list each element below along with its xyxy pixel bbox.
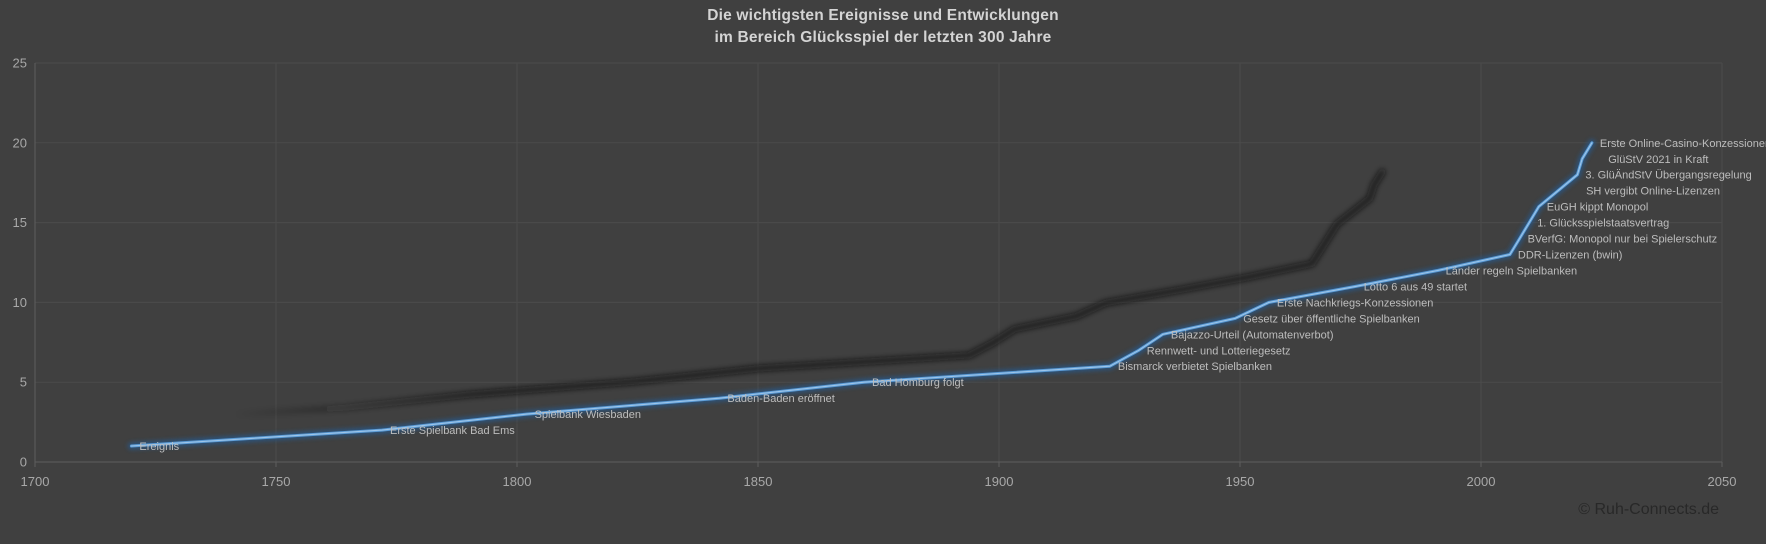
chart-title: Die wichtigsten Ereignisse und Entwicklu… [0,5,1766,49]
x-tick-label: 1750 [262,474,291,489]
y-tick-label: 10 [13,295,27,310]
event-label: Baden-Baden eröffnet [727,393,834,405]
y-tick-label: 5 [20,375,27,390]
x-tick-label: 1950 [1226,474,1255,489]
x-tick-label: 2000 [1467,474,1496,489]
event-label: Länder regeln Spielbanken [1446,266,1578,278]
event-line [127,139,1596,450]
chart-title-line2: im Bereich Glücksspiel der letzten 300 J… [714,29,1052,46]
event-label: Gesetz über öffentliche Spielbanken [1243,313,1420,325]
event-label: Lotto 6 aus 49 startet [1364,281,1467,293]
x-tick-label: 1700 [21,474,50,489]
event-labels: Ereignis Erste Spielbank Bad Ems Spielbank… [139,138,1766,453]
event-label: Ereignis [139,441,179,453]
y-tick-label: 0 [20,455,27,470]
y-tick-label: 15 [13,215,27,230]
event-label: Erste Spielbank Bad Ems [390,425,515,437]
axis-tick-labels: 0 5 10 15 20 25 1700 1750 1800 1850 1900 1950 2000 20… [13,56,1737,490]
copyright: © Ruh-Connects.de [1578,501,1719,518]
event-label: 3. GlüÄndStV Übergangsregelung [1585,170,1751,182]
event-label: Rennwett- und Lotteriegesetz [1147,345,1291,357]
line-shadow [127,169,1386,424]
event-label: 1. Glücksspielstaatsvertrag [1537,218,1669,230]
event-line-highlight [130,142,1593,447]
event-label: GlüStV 2021 in Kraft [1608,154,1708,166]
y-tick-label: 25 [13,56,27,71]
event-label: Bismarck verbietet Spielbanken [1118,361,1272,373]
event-label: Bajazzo-Urteil (Automatenverbot) [1171,329,1334,341]
event-label: Erste Nachkriegs-Konzessionen [1277,297,1434,309]
event-label: BVerfG: Monopol nur bei Spielerschutz [1528,234,1718,246]
x-tick-label: 2050 [1708,474,1737,489]
axes [34,63,1723,467]
x-tick-label: 1900 [985,474,1014,489]
event-label: Bad Homburg folgt [872,377,964,389]
event-label: DDR-Lizenzen (bwin) [1518,250,1623,262]
event-line-shadow [127,169,1386,424]
event-label: Spielbank Wiesbaden [535,409,641,421]
chart-title-line1: Die wichtigsten Ereignisse und Entwicklu… [707,7,1059,24]
event-label: EuGH kippt Monopol [1547,202,1649,214]
gridlines [35,62,1723,462]
event-label: Erste Online-Casino-Konzessionen [1600,138,1766,150]
x-tick-label: 1800 [503,474,532,489]
y-tick-label: 20 [13,135,27,150]
x-tick-label: 1850 [744,474,773,489]
event-label: SH vergibt Online-Lizenzen [1586,186,1720,198]
